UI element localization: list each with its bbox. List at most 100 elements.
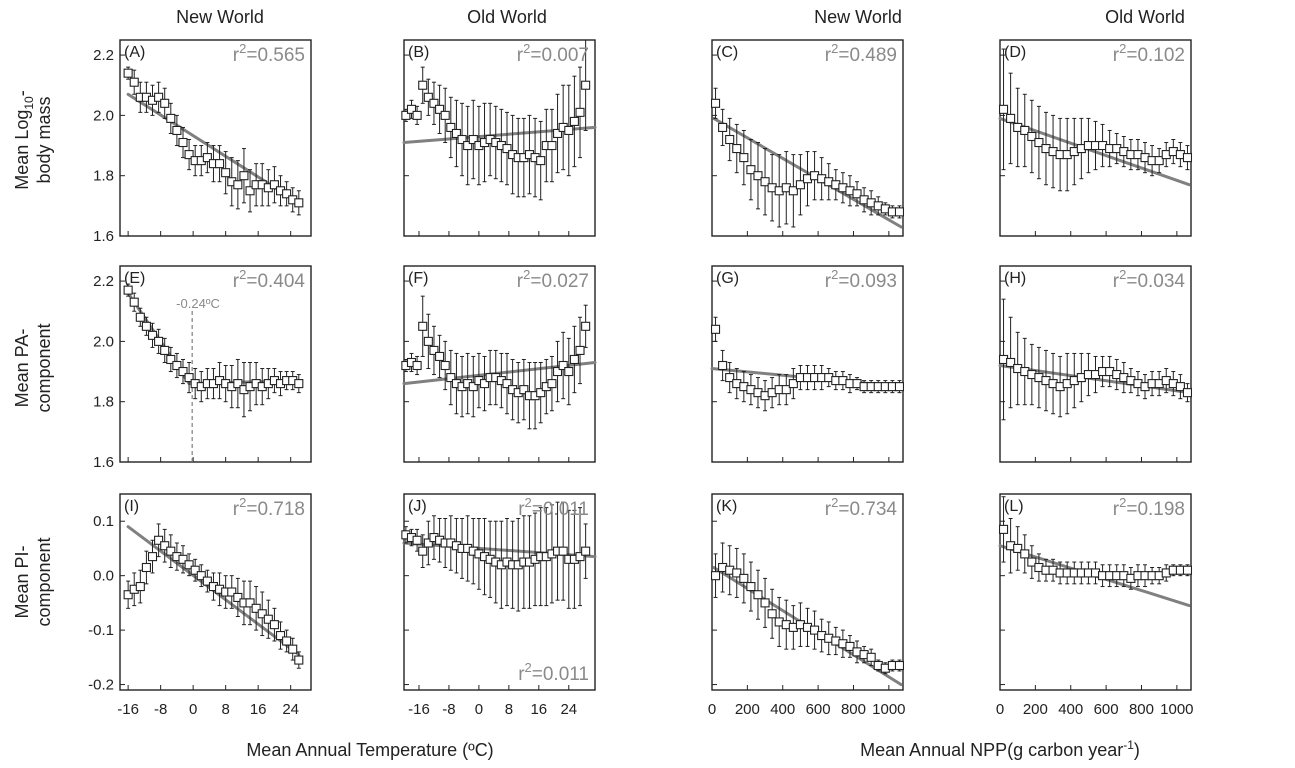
plot-frame	[711, 39, 904, 237]
x-tick-label: 16	[250, 701, 267, 718]
point-marker	[418, 321, 428, 331]
point-marker	[239, 171, 249, 181]
data-point	[412, 528, 422, 552]
point-marker	[739, 573, 749, 583]
data-point	[718, 108, 728, 147]
point-marker	[760, 177, 770, 187]
point-marker	[440, 110, 450, 120]
panel-l: 0 200 400 600 800 1000 (L) r2=0.198	[996, 493, 1194, 718]
y-tick-label: 0.0	[93, 568, 114, 585]
point-marker	[1175, 382, 1185, 392]
point-marker	[227, 587, 237, 597]
data-point	[451, 518, 461, 574]
point-marker	[767, 609, 777, 619]
data-point	[141, 550, 151, 585]
point-marker	[294, 198, 304, 208]
x-tick-label: 24	[560, 701, 577, 718]
data-point	[423, 313, 433, 370]
point-marker	[710, 571, 721, 581]
data-point	[294, 374, 304, 394]
point-marker	[282, 636, 292, 646]
point-marker	[1182, 565, 1193, 575]
point-marker	[558, 360, 568, 371]
panels-grid: 1.6 1.8 2.0 2.2 (A) r2=0.565 (B) r2=0.007 (C) r2=…	[88, 39, 1194, 718]
r2-annotation: r2=0.734	[825, 495, 898, 520]
data-point	[536, 361, 546, 424]
data-point	[547, 355, 557, 412]
data-point	[440, 87, 450, 144]
panel-j: -16 -8 0 8 16 24 (J) r2=0.011 r2=0.011	[401, 493, 597, 718]
data-point	[123, 283, 133, 297]
data-point	[257, 163, 267, 207]
point-marker	[178, 366, 188, 377]
point-marker	[718, 360, 728, 371]
data-point	[866, 380, 876, 394]
point-marker	[435, 351, 445, 362]
data-point	[746, 374, 756, 406]
data-point	[1027, 545, 1037, 579]
point-marker	[1154, 156, 1164, 166]
x-tick-label: 400	[1058, 701, 1083, 718]
data-point	[725, 117, 735, 162]
data-point	[581, 39, 591, 131]
col-title-2: Old World	[467, 7, 547, 27]
data-point	[215, 145, 225, 183]
point-marker	[129, 77, 139, 87]
point-marker	[845, 641, 855, 651]
data-point	[788, 154, 798, 228]
x-tick-label: 16	[530, 701, 547, 718]
data-point	[463, 105, 473, 186]
data-point	[753, 569, 763, 620]
point-marker	[536, 156, 546, 166]
data-point	[760, 577, 770, 628]
y-tick-label: 1.8	[93, 394, 114, 411]
data-point	[753, 142, 763, 210]
x-axis-label-npp: Mean Annual NPP(g carbon year-1)	[860, 738, 1140, 760]
data-point	[154, 81, 164, 113]
x-tick-label: 200	[735, 701, 760, 718]
point-marker	[196, 571, 206, 581]
row-label-line-2: component	[34, 537, 54, 626]
point-marker	[1027, 557, 1037, 567]
point-marker	[429, 98, 439, 108]
x-tick-label: 600	[806, 701, 831, 718]
data-point	[479, 518, 490, 596]
point-marker	[1006, 113, 1016, 123]
point-marker	[547, 379, 557, 389]
point-marker	[245, 186, 255, 196]
point-marker	[468, 382, 478, 392]
data-point	[718, 349, 728, 382]
data-point	[202, 142, 212, 174]
panel-d: (D) r2=0.102	[998, 39, 1193, 237]
point-marker	[479, 379, 490, 389]
data-point	[1034, 105, 1044, 180]
point-marker	[184, 373, 194, 383]
data-point	[1062, 117, 1072, 192]
point-marker	[998, 524, 1009, 534]
data-point	[1020, 337, 1030, 406]
data-point	[1069, 352, 1079, 409]
point-marker	[575, 552, 585, 562]
r2-annotation: r2=0.565	[233, 41, 305, 66]
data-point	[558, 331, 568, 400]
data-point	[894, 659, 905, 672]
data-point	[275, 621, 286, 650]
data-point	[123, 580, 133, 609]
point-marker	[435, 104, 445, 114]
data-point	[166, 534, 176, 568]
data-point	[1027, 343, 1037, 406]
data-point	[569, 325, 579, 394]
r2-annotation: r2=0.011	[518, 495, 589, 520]
point-marker	[202, 153, 212, 163]
data-point	[998, 48, 1009, 171]
x-tick-label: 200	[1023, 701, 1048, 718]
point-marker	[463, 140, 473, 151]
data-point	[739, 371, 749, 403]
point-marker	[166, 113, 176, 123]
data-point	[451, 99, 461, 168]
point-marker	[135, 582, 145, 592]
data-point	[558, 501, 568, 601]
data-point	[536, 120, 546, 201]
data-point	[739, 129, 749, 186]
point-marker	[412, 360, 422, 371]
